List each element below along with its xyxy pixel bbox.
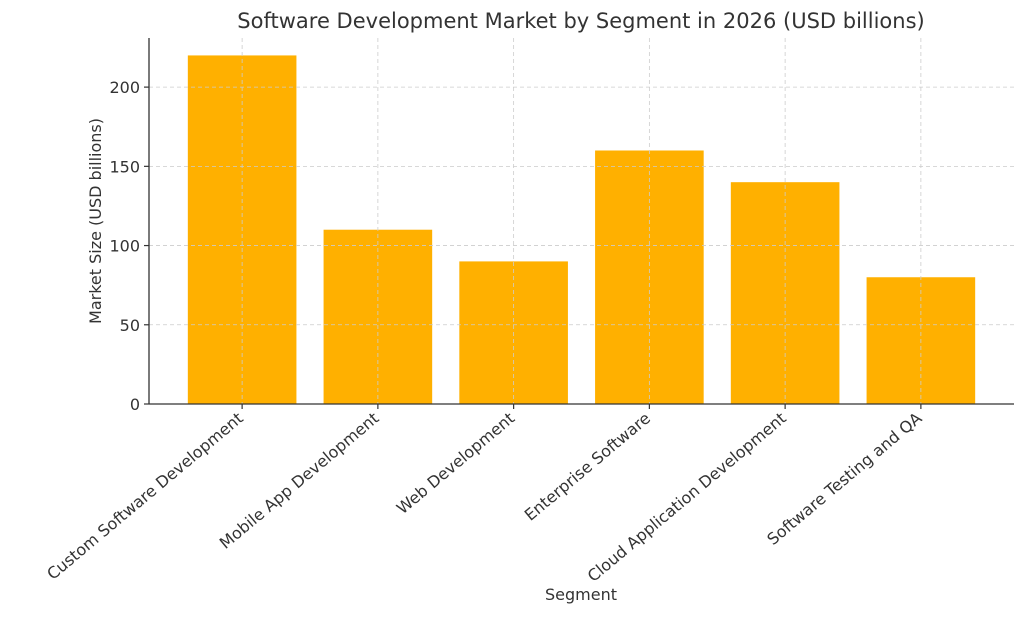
y-axis-label: Market Size (USD billions) (86, 118, 105, 324)
x-tick-label: Enterprise Software (521, 409, 654, 525)
bars (187, 55, 976, 405)
x-tick-label: Mobile App Development (216, 409, 383, 553)
y-tick-label: 50 (120, 316, 140, 335)
y-ticks: 0 50 100 150 200 (109, 78, 149, 414)
y-tick-label: 150 (109, 157, 140, 176)
x-axis-label: Segment (545, 585, 617, 604)
chart-title: Software Development Market by Segment i… (237, 9, 924, 33)
vertical-grid (149, 38, 1014, 404)
y-tick-label: 200 (109, 78, 140, 97)
y-tick-label: 100 (109, 237, 140, 256)
x-tick-label: Software Testing and QA (763, 408, 925, 548)
axes (148, 38, 1014, 405)
x-tick-label: Web Development (393, 409, 518, 518)
x-tick-label: Custom Software Development (43, 409, 247, 584)
y-tick-label: 0 (130, 395, 140, 414)
